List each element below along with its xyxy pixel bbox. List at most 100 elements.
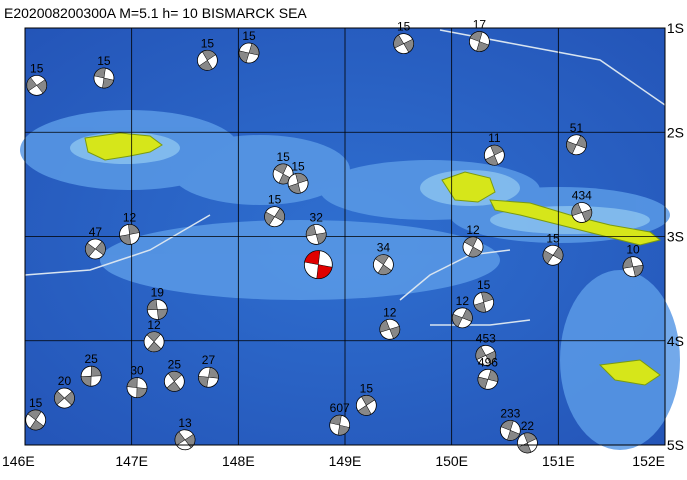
focal-mechanism (272, 163, 294, 185)
focal-mechanism (174, 429, 196, 451)
ball-quadrant (477, 369, 499, 390)
event-label: 496 (478, 355, 498, 369)
lon-label: 149E (329, 453, 362, 469)
lat-label: 5S (667, 437, 684, 453)
ball-quadrant (566, 135, 587, 155)
focal-mechanism (542, 244, 564, 266)
event-label: 47 (89, 225, 103, 239)
event-label: 15 (360, 381, 374, 395)
event-label: 233 (500, 406, 520, 420)
ball-quadrant (475, 346, 497, 365)
lon-label: 147E (115, 453, 148, 469)
ball-quadrant (93, 67, 114, 89)
focal-mechanism (451, 307, 473, 329)
focal-mechanism (198, 366, 219, 388)
event-label: 13 (178, 416, 192, 430)
focal-mechanism (475, 344, 497, 366)
focal-mechanism (372, 254, 394, 276)
lat-label: 4S (667, 333, 684, 349)
ball-quadrant (198, 50, 216, 71)
event-label: 15 (546, 231, 560, 245)
lat-label: 2S (667, 124, 684, 140)
event-label: 34 (377, 241, 391, 255)
event-label: 453 (476, 331, 496, 345)
focal-mechanism (25, 409, 47, 431)
focal-mechanism (379, 318, 401, 340)
event-label: 15 (477, 278, 491, 292)
event-label: 12 (147, 318, 161, 332)
event-label: 15 (397, 20, 411, 34)
ball-quadrant (329, 414, 350, 436)
lon-label: 148E (222, 453, 255, 469)
focal-mechanism (477, 368, 499, 390)
focal-mechanism (54, 387, 75, 409)
focal-mechanism (462, 236, 484, 258)
events (25, 31, 644, 454)
ball-quadrant (264, 207, 285, 226)
event-label: 19 (151, 285, 165, 299)
event-label: 15 (268, 193, 282, 207)
focal-mechanism (163, 371, 185, 392)
ball-quadrant (238, 43, 260, 63)
ball-quadrant (54, 390, 75, 406)
event-label: 17 (473, 18, 487, 32)
event-label: 11 (488, 131, 501, 145)
event-label: 15 (29, 396, 43, 410)
lon-label: 146E (2, 453, 35, 469)
map-title: E202008200300A M=5.1 h= 10 BISMARCK SEA (4, 5, 307, 21)
focal-mechanism (566, 134, 587, 156)
ball-quadrant (452, 308, 473, 328)
event-label: 15 (276, 150, 290, 164)
event-label: 20 (58, 374, 72, 388)
ball-quadrant (198, 367, 219, 388)
event-label: 32 (310, 210, 324, 224)
event-label: 15 (97, 54, 111, 68)
focal-mechanism (119, 224, 140, 245)
focal-mechanism (517, 432, 538, 454)
ball-quadrant (473, 291, 494, 313)
event-label: 25 (84, 352, 98, 366)
focal-mechanism (622, 256, 644, 278)
focal-mechanism (499, 420, 521, 441)
event-label: 12 (456, 294, 470, 308)
ball-quadrant (379, 319, 401, 339)
event-label: 15 (201, 36, 215, 50)
focal-mechanism (143, 331, 165, 353)
focal-mechanism (468, 31, 490, 52)
focal-mechanism (355, 394, 377, 416)
ball-quadrant (80, 365, 102, 387)
event-label: 30 (130, 364, 144, 378)
event-label: 22 (521, 419, 535, 433)
land (84, 132, 662, 386)
ball-quadrant (469, 31, 490, 52)
focal-mechanism (303, 250, 333, 280)
ball-quadrant (288, 173, 308, 194)
ball-quadrant (518, 432, 537, 454)
event-label: 434 (572, 189, 592, 203)
event-label: 607 (330, 401, 350, 415)
lat-label: 1S (667, 20, 684, 36)
map-frame (24, 27, 666, 446)
ball-quadrant (146, 331, 162, 353)
ball-quadrant (485, 144, 504, 166)
ball-quadrant (463, 236, 483, 258)
event-label: 12 (383, 305, 397, 319)
ball-quadrant (622, 256, 644, 277)
focal-mechanism (93, 67, 115, 89)
focal-mechanism (473, 291, 495, 313)
ball-quadrant (542, 246, 564, 264)
focal-mechanism (571, 202, 593, 223)
event-label: 51 (570, 121, 584, 135)
lat-label: 3S (667, 229, 684, 245)
ball-quadrant (571, 202, 593, 223)
event-label: 12 (123, 210, 137, 224)
focal-mechanism (80, 365, 102, 387)
event-label: 15 (242, 29, 256, 43)
lon-label: 152E (632, 453, 665, 469)
ball-quadrant (126, 377, 148, 398)
event-label: 15 (30, 61, 44, 75)
ball-quadrant (147, 299, 168, 320)
lon-label: 150E (435, 453, 468, 469)
focal-mechanism (196, 49, 218, 71)
ball-quadrant (27, 409, 44, 431)
